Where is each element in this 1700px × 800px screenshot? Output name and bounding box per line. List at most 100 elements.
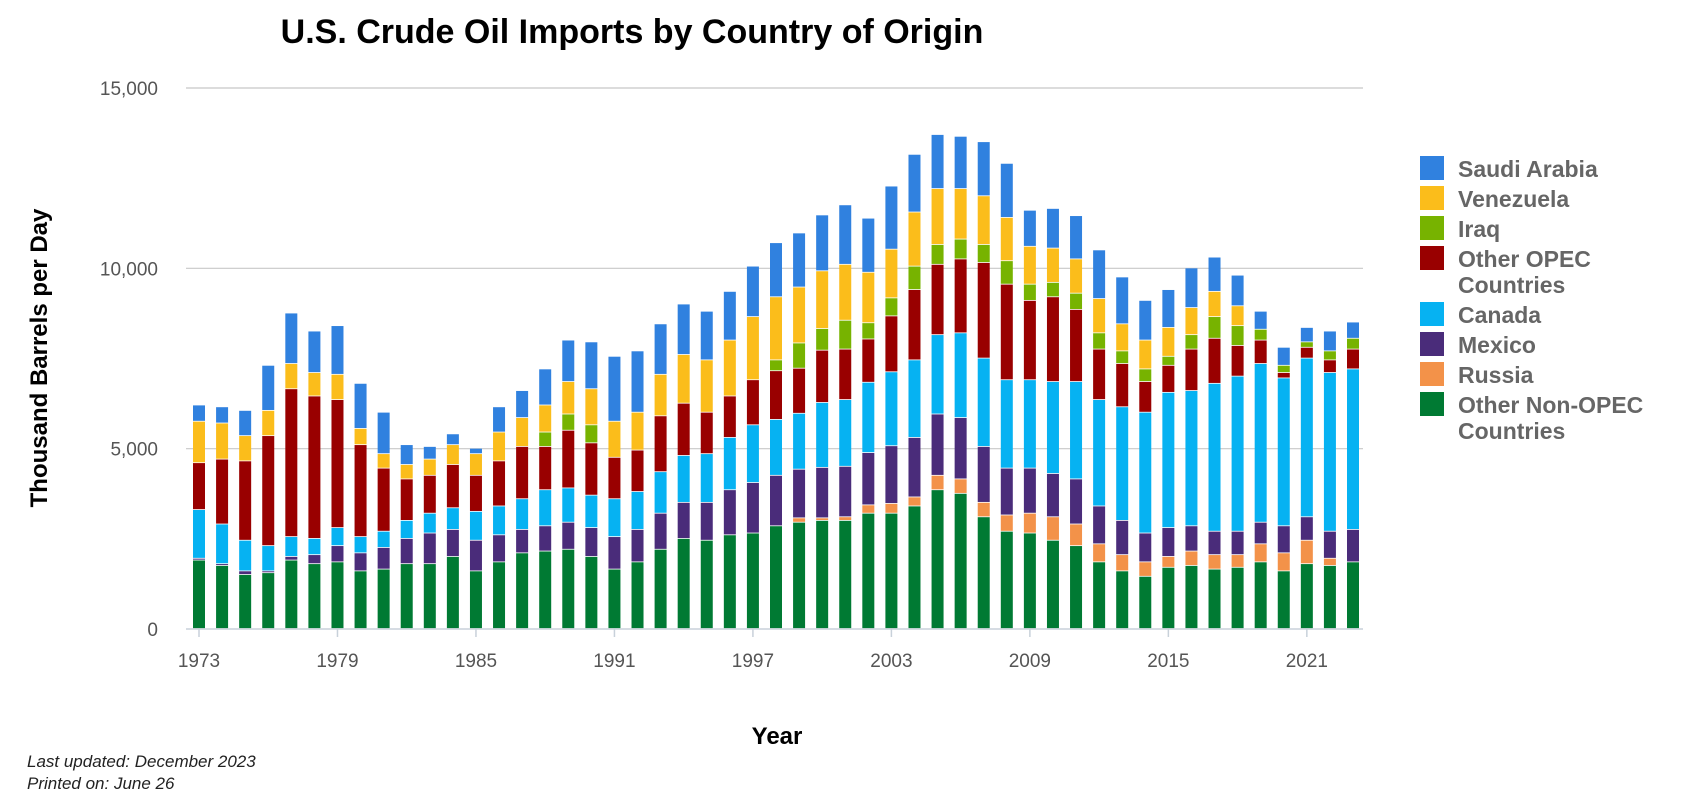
bar-segment: [770, 475, 782, 526]
bar-segment: [839, 399, 852, 466]
bar-segment: [1185, 526, 1198, 551]
bar-segment: [746, 482, 759, 533]
x-tick-label: 2009: [1009, 651, 1051, 672]
bar-segment: [839, 320, 852, 349]
bar-segment: [377, 531, 390, 548]
bar-segment: [1277, 553, 1290, 571]
bar-segment: [1300, 327, 1313, 342]
legend-item[interactable]: Canada: [1420, 302, 1541, 328]
bar-segment: [1185, 268, 1198, 308]
bar-segment: [746, 533, 759, 629]
bar-segment: [1208, 569, 1221, 629]
legend-item[interactable]: Saudi Arabia: [1420, 156, 1598, 182]
bar-segment: [562, 381, 575, 414]
bar-segment: [1347, 529, 1359, 562]
bar-segment: [608, 569, 621, 629]
bar-segment: [377, 569, 390, 629]
bar-segment: [377, 412, 390, 454]
bar-segment: [631, 491, 644, 530]
bar-segment: [354, 383, 367, 429]
bar-segment: [977, 142, 990, 196]
bar-segment: [908, 497, 921, 506]
bar-segment: [1000, 284, 1013, 380]
bar-segment: [931, 264, 944, 335]
bar-segment: [793, 368, 806, 413]
bar-segment: [1162, 365, 1175, 392]
bar-segment: [954, 493, 967, 629]
bar-segment: [239, 574, 252, 629]
bar-segment: [239, 571, 252, 575]
bar-segment: [608, 499, 621, 537]
bar-segment: [1139, 533, 1152, 562]
bar-segment: [1323, 331, 1336, 351]
legend-item[interactable]: Venezuela: [1420, 186, 1569, 212]
bar-segment: [1116, 520, 1129, 555]
bar-segment: [862, 452, 875, 505]
bar-segment: [331, 326, 344, 374]
bar-segment: [1185, 308, 1198, 335]
legend-item[interactable]: Russia: [1420, 362, 1534, 388]
bar-segment: [908, 266, 921, 290]
bar-segment: [1093, 506, 1106, 544]
bar-segment: [308, 372, 321, 396]
bar-segment: [1231, 376, 1244, 531]
bar-segment: [446, 556, 459, 629]
bar-segment: [1277, 571, 1290, 629]
bar-segment: [1093, 349, 1106, 400]
bar-segment: [516, 553, 529, 629]
bar-segment: [262, 573, 275, 629]
legend-item[interactable]: Mexico: [1420, 332, 1536, 358]
bar-segment: [354, 445, 367, 537]
bar-segment: [262, 571, 275, 573]
bar-segment: [793, 413, 806, 469]
bar-segment: [285, 560, 298, 629]
legend-item[interactable]: Other Non-OPEC Countries: [1420, 392, 1643, 444]
bar-segment: [539, 369, 552, 405]
bar-segment: [1347, 322, 1359, 338]
legend-swatch: [1420, 302, 1444, 326]
bar-segment: [977, 244, 990, 263]
bar-segment: [977, 358, 990, 447]
bar-segment: [1046, 297, 1059, 382]
bar-segment: [885, 513, 898, 629]
legend-item[interactable]: Iraq: [1420, 216, 1500, 242]
x-axis-title: Year: [752, 723, 803, 750]
bar-segment: [193, 558, 205, 560]
bar-segment: [954, 479, 967, 493]
bar-segment: [1139, 412, 1152, 533]
bar-segment: [654, 374, 667, 416]
bar-segment: [1185, 349, 1198, 391]
bar-segment: [1000, 515, 1013, 531]
bar-segment: [1208, 338, 1221, 383]
bar-segment: [816, 350, 829, 403]
bar-segment: [585, 556, 598, 629]
bar-segment: [654, 549, 667, 629]
bar-segment: [839, 264, 852, 320]
bar-segment: [770, 371, 782, 420]
bar-segment: [1046, 248, 1059, 282]
bar-segment: [746, 266, 759, 317]
bar-segment: [469, 540, 482, 571]
bar-segment: [839, 517, 852, 520]
bar-segment: [1185, 390, 1198, 526]
bar-segment: [700, 311, 713, 360]
bar-segment: [400, 538, 413, 564]
bar-segment: [216, 565, 229, 629]
bar-segment: [654, 416, 667, 472]
bar-segment: [793, 287, 806, 343]
bar-segment: [770, 243, 782, 297]
bar-segment: [354, 428, 367, 445]
bar-segment: [862, 218, 875, 272]
bar-segment: [400, 464, 413, 479]
bar-segment: [1139, 381, 1152, 412]
bar-segment: [677, 502, 690, 539]
bar-segment: [631, 562, 644, 629]
bar-segment: [977, 502, 990, 517]
bar-segment: [700, 360, 713, 412]
bar-segment: [239, 436, 252, 461]
bar-segment: [839, 466, 852, 517]
bar-segment: [1254, 562, 1267, 629]
bar-segment: [816, 328, 829, 350]
legend-item[interactable]: Other OPEC Countries: [1420, 246, 1591, 298]
bar-segment: [193, 560, 205, 629]
